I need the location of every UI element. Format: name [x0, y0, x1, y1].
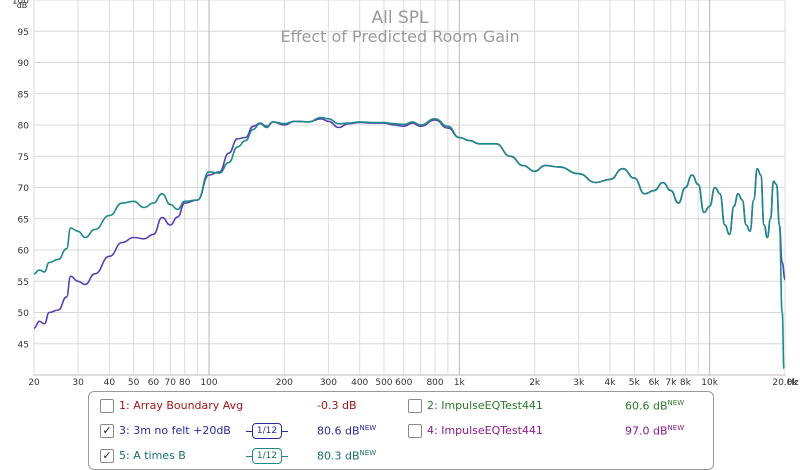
legend-label-4[interactable]: 4: ImpulseEQTest441: [427, 424, 543, 437]
smoothing-button-5[interactable]: 1/12: [246, 448, 288, 464]
legend-label-3[interactable]: 3: 3m no felt +20dB: [119, 424, 231, 437]
x-tick-label: 500: [375, 378, 392, 388]
x-tick-label: 3k: [573, 378, 585, 388]
x-tick-label: 20.0k: [772, 378, 798, 388]
x-tick-label: 300: [320, 378, 337, 388]
y-tick-label: 95: [18, 28, 29, 38]
y-tick-label: 60: [18, 247, 30, 257]
y-axis-unit: dB: [17, 1, 28, 10]
x-tick-label: 10k: [701, 378, 718, 388]
legend-value-5: 80.3 dBNEW: [317, 449, 377, 463]
legend-value-4: 97.0 dBNEW: [625, 424, 685, 438]
legend-value-3: 80.6 dBNEW: [317, 424, 377, 438]
x-tick-label: 70: [164, 378, 176, 388]
y-tick-label: 45: [18, 340, 29, 350]
legend-label-5[interactable]: 5: A times B: [119, 449, 186, 462]
legend-checkbox-4[interactable]: [408, 424, 422, 438]
x-axis-unit: Hz: [787, 378, 799, 388]
legend-value-1: -0.3 dB: [317, 399, 357, 412]
x-tick-label: 30: [72, 378, 84, 388]
x-tick-label: 60: [148, 378, 160, 388]
y-tick-label: 70: [18, 184, 30, 194]
y-tick-label: 55: [18, 278, 29, 288]
x-tick-label: 200: [276, 378, 293, 388]
legend-label-2[interactable]: 2: ImpulseEQTest441: [427, 399, 543, 412]
legend-checkbox-5[interactable]: ✓: [100, 449, 114, 463]
y-tick-label: 75: [18, 153, 29, 163]
y-tick-label: 100: [12, 0, 29, 7]
y-tick-label: 90: [18, 59, 30, 69]
x-tick-label: 40: [104, 378, 116, 388]
series-a-times-b[interactable]: [33, 116, 785, 370]
x-tick-label: 8k: [680, 378, 692, 388]
x-tick-label: 1k: [454, 378, 466, 388]
x-tick-label: 20: [28, 378, 40, 388]
x-tick-label: 5k: [629, 378, 641, 388]
legend-checkbox-1[interactable]: [100, 399, 114, 413]
legend-value-2: 60.6 dBNEW: [625, 399, 685, 413]
legend-row-3: ✓ 5: A times B 1/12 80.3 dBNEW: [89, 447, 713, 467]
x-tick-label: 100: [200, 378, 217, 388]
y-tick-label: 85: [18, 90, 29, 100]
measurement-legend: 1: Array Boundary Avg -0.3 dB 2: Impulse…: [88, 391, 714, 470]
x-tick-label: 800: [426, 378, 443, 388]
x-tick-label: 600: [395, 378, 412, 388]
x-tick-label: 50: [128, 378, 140, 388]
x-tick-label: 2k: [529, 378, 541, 388]
y-tick-label: 65: [18, 215, 29, 225]
x-tick-label: 400: [351, 378, 368, 388]
smoothing-button-3[interactable]: 1/12: [246, 423, 288, 439]
x-tick-label: 7k: [665, 378, 677, 388]
legend-checkbox-3[interactable]: ✓: [100, 424, 114, 438]
x-tick-label: 80: [179, 378, 191, 388]
legend-row-2: ✓ 3: 3m no felt +20dB 1/12 80.6 dBNEW 4:…: [89, 422, 713, 442]
x-tick-label: 4k: [605, 378, 617, 388]
chart-subtitle: Effect of Predicted Room Gain: [280, 27, 519, 46]
chart-title: All SPL: [372, 8, 430, 28]
legend-checkbox-2[interactable]: [408, 399, 422, 413]
y-tick-label: 50: [18, 309, 30, 319]
legend-row-1: 1: Array Boundary Avg -0.3 dB 2: Impulse…: [89, 397, 713, 417]
x-tick-label: 6k: [649, 378, 661, 388]
legend-label-1[interactable]: 1: Array Boundary Avg: [119, 399, 244, 412]
y-tick-label: 80: [18, 122, 30, 132]
